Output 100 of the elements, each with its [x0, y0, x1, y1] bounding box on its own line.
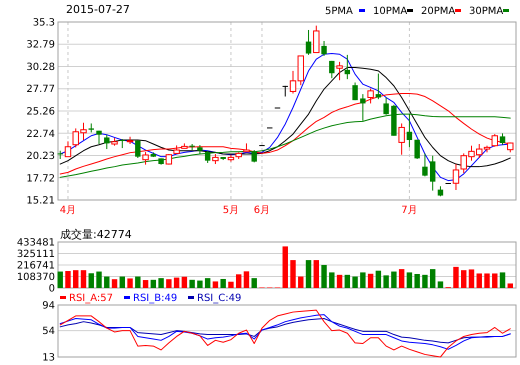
candlestick	[64, 140, 72, 158]
bar	[282, 246, 288, 288]
y-tick-label: 27.77	[26, 84, 55, 96]
bar	[112, 279, 118, 288]
bar	[174, 278, 180, 288]
bar	[158, 278, 164, 288]
bar	[197, 280, 203, 288]
bar	[398, 269, 404, 288]
y-tick-label: 108370	[16, 272, 55, 283]
y-tick-label: 22.74	[26, 128, 55, 140]
legend-label: RSI_C:49	[197, 293, 242, 304]
bar	[142, 280, 148, 288]
x-tick-label: 7月	[401, 205, 418, 216]
bar	[461, 270, 466, 288]
y-tick-label: 433481	[16, 238, 55, 248]
bar	[182, 276, 188, 288]
bar	[406, 272, 412, 288]
bar	[120, 276, 126, 288]
bar	[376, 270, 382, 288]
bar	[438, 281, 444, 288]
candlestick	[500, 132, 506, 146]
y-tick-label: 15.21	[26, 196, 55, 206]
legend-label: RSI_A:57	[69, 293, 114, 304]
candlestick	[204, 150, 210, 164]
bar	[73, 270, 78, 288]
x-tick-label: 4月	[60, 205, 76, 216]
y-tick-label: 94	[42, 300, 55, 312]
bar	[298, 276, 304, 288]
bar	[430, 269, 436, 288]
y-tick-label: 216741	[16, 260, 55, 272]
chart-title: 成交量:42774	[60, 228, 132, 241]
y-tick-label: 32.79	[26, 40, 55, 51]
bar	[244, 271, 250, 288]
line-series	[60, 310, 511, 358]
bar	[80, 270, 86, 288]
candlestick	[452, 164, 460, 190]
candlestick	[376, 73, 382, 100]
candlestick	[344, 54, 350, 80]
bar	[508, 283, 513, 288]
bar	[236, 274, 242, 288]
y-tick-label: 0	[48, 284, 55, 294]
bar	[104, 276, 110, 288]
line-series	[60, 314, 511, 350]
bar	[500, 272, 506, 288]
y-tick-label: 13	[42, 352, 55, 364]
bar	[368, 274, 374, 288]
candlestick	[135, 140, 141, 159]
bar	[58, 272, 63, 288]
candlestick	[492, 134, 498, 148]
bar	[360, 272, 366, 288]
bar	[65, 271, 71, 288]
candlestick	[398, 122, 405, 156]
bar	[422, 274, 428, 288]
x-tick-label: 5月	[222, 205, 240, 216]
bar	[453, 266, 459, 288]
legend-label: 10PMA	[373, 6, 408, 17]
x-tick-label: 6月	[254, 205, 270, 216]
candlestick	[422, 152, 428, 177]
bar	[414, 274, 420, 288]
legend-label: 20PMA	[421, 6, 456, 17]
y-tick-label: 54	[42, 326, 55, 338]
bar	[344, 274, 350, 288]
candlestick	[313, 25, 320, 54]
bar	[306, 260, 312, 288]
y-tick-label: 25.26	[26, 106, 55, 118]
chart-title: 2015-07-27	[66, 3, 130, 16]
candlestick	[336, 61, 343, 81]
y-tick-label: 30.28	[26, 62, 55, 73]
candlestick	[120, 138, 126, 149]
y-tick-label: 17.72	[26, 173, 55, 184]
candlestick	[251, 150, 257, 163]
bar	[290, 260, 296, 288]
bar	[251, 278, 257, 288]
bar	[484, 273, 490, 288]
candlestick	[352, 82, 358, 101]
candlestick	[321, 40, 327, 56]
candlestick	[282, 85, 288, 98]
y-tick-label: 325111	[16, 249, 55, 260]
bar	[228, 282, 234, 288]
bar	[352, 276, 358, 288]
y-tick-label: 20.23	[26, 151, 55, 162]
candlestick	[212, 154, 219, 165]
legend-label: 30PMA	[469, 6, 504, 17]
bar	[204, 278, 210, 288]
bar	[189, 280, 195, 288]
candlestick	[142, 152, 149, 166]
bar	[391, 272, 397, 288]
bar	[88, 273, 94, 288]
bar	[321, 264, 327, 288]
bar	[476, 273, 482, 288]
legend-label: RSI_B:49	[133, 293, 178, 304]
bar	[314, 260, 320, 288]
candlestick	[96, 130, 102, 145]
bar	[468, 269, 474, 288]
candlestick	[329, 60, 335, 79]
bar	[383, 275, 389, 288]
candlestick	[58, 150, 63, 160]
legend-label: 5PMA	[325, 6, 354, 17]
bar	[329, 272, 335, 288]
candlestick	[414, 139, 420, 160]
